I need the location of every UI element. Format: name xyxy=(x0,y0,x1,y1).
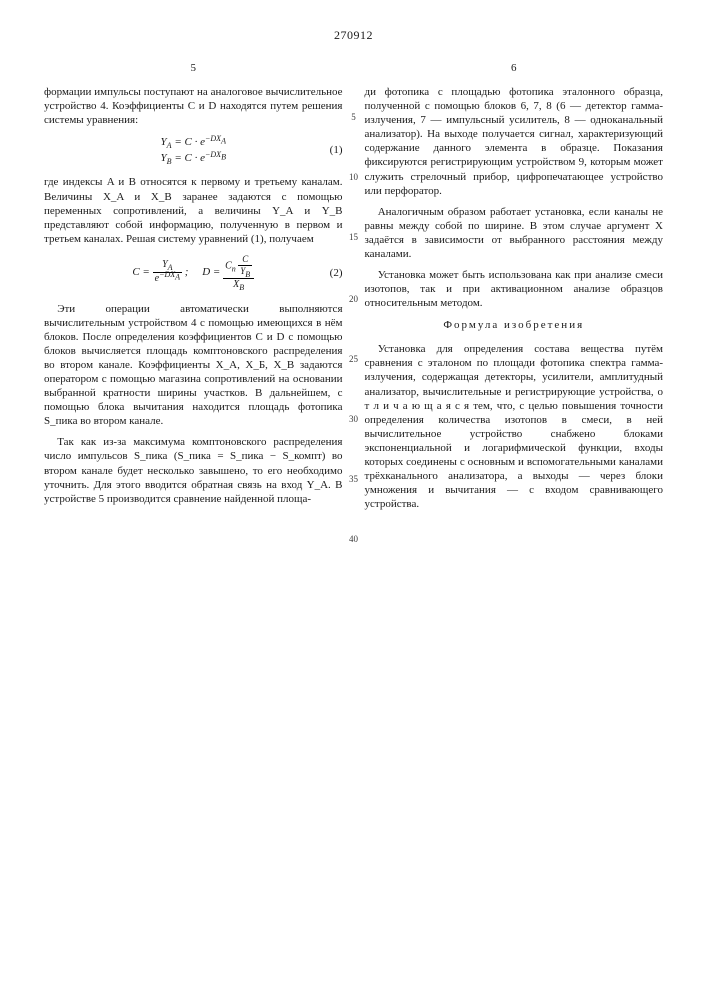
eq1-number: (1) xyxy=(330,143,343,157)
right-p3: Установка может быть использована как пр… xyxy=(365,268,664,310)
left-p2: где индексы A и B относятся к первому и … xyxy=(44,175,343,245)
eq2-D: D = Cn CYBXB xyxy=(202,266,254,278)
eq1-line2: YB = C · e−DXB xyxy=(44,151,343,165)
right-p2: Аналогичным образом работает установка, … xyxy=(365,205,664,261)
line-marker-10: 10 xyxy=(347,172,361,182)
line-marker-40: 40 xyxy=(347,534,361,544)
line-marker-35: 35 xyxy=(347,474,361,484)
two-column-layout: 5 формации импульсы поступают на аналого… xyxy=(44,61,663,518)
left-column: 5 формации импульсы поступают на аналого… xyxy=(44,61,343,518)
line-marker-30: 30 xyxy=(347,414,361,424)
line-marker-20: 20 xyxy=(347,294,361,304)
equation-1: YA = C · e−DXA YB = C · e−DXB (1) xyxy=(44,135,343,165)
line-marker-15: 15 xyxy=(347,232,361,242)
line-marker-5: 5 xyxy=(347,112,361,122)
left-p4: Так как из-за максимума комптоновского р… xyxy=(44,435,343,505)
eq1-line1: YA = C · e−DXA xyxy=(44,135,343,149)
eq2-C: C = YAe−DXA ; xyxy=(132,266,191,278)
patent-number: 270912 xyxy=(44,28,663,43)
page: 270912 5 формации импульсы поступают на … xyxy=(0,0,707,1000)
eq2-number: (2) xyxy=(330,266,343,280)
line-marker-25: 25 xyxy=(347,354,361,364)
left-p3: Эти операции автоматически выполняются в… xyxy=(44,302,343,429)
left-column-number: 5 xyxy=(44,61,343,75)
left-p1: формации импульсы поступают на аналогово… xyxy=(44,85,343,127)
right-p1: ди фотопика с площадью фотопика эталонно… xyxy=(365,85,664,198)
right-column: 6 ди фотопика с площадью фотопика эталон… xyxy=(365,61,664,518)
right-p4: Установка для определения состава вещест… xyxy=(365,342,664,511)
right-column-number: 6 xyxy=(365,61,664,75)
equation-2: C = YAe−DXA ; D = Cn CYBXB (2) xyxy=(44,254,343,292)
formula-heading: Формула изобретения xyxy=(365,318,664,332)
